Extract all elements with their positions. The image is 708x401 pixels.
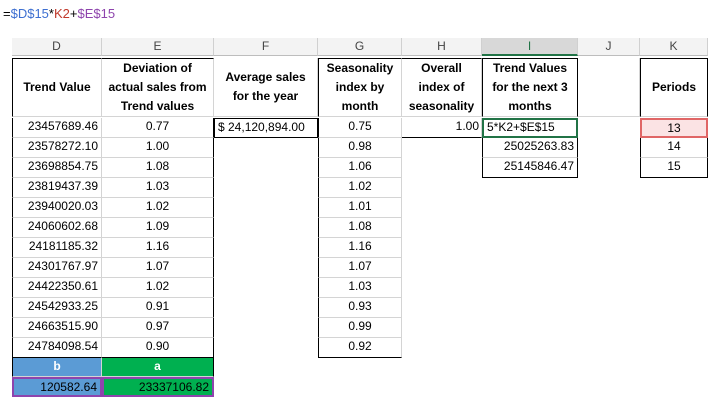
- seasonality-cell[interactable]: 1.03: [318, 278, 402, 298]
- deviation-cell[interactable]: 1.02: [102, 198, 214, 218]
- formula-op-plus: +: [69, 6, 78, 21]
- seasonality-cell[interactable]: 1.01: [318, 198, 402, 218]
- seasonality-cell[interactable]: 1.07: [318, 258, 402, 278]
- deviation-cell[interactable]: 1.16: [102, 238, 214, 258]
- seasonality-cell[interactable]: 0.98: [318, 138, 402, 158]
- formula-ref-d15: $D$15: [10, 6, 49, 21]
- deviation-cell[interactable]: 1.09: [102, 218, 214, 238]
- deviation-cell[interactable]: 1.03: [102, 178, 214, 198]
- header-periods[interactable]: Periods: [640, 58, 708, 117]
- trend-value-cell[interactable]: 23819437.39: [12, 178, 102, 198]
- a-value-cell[interactable]: 23337106.82: [102, 377, 214, 397]
- period-cell[interactable]: 14: [640, 138, 708, 158]
- period-cell-selected[interactable]: 13: [640, 118, 708, 138]
- trend-value-cell[interactable]: 24422350.61: [12, 278, 102, 298]
- deviation-cell[interactable]: 1.08: [102, 158, 214, 178]
- formula-bar[interactable]: =$D$15*K2+$E$15: [0, 0, 708, 28]
- cell-j-header[interactable]: [578, 58, 640, 117]
- deviation-cell[interactable]: 1.07: [102, 258, 214, 278]
- formula-ref-k2: K2: [53, 6, 70, 21]
- average-sales-cell[interactable]: $ 24,120,894.00: [214, 118, 318, 138]
- trend-value-cell[interactable]: 23457689.46: [12, 118, 102, 138]
- seasonality-cell[interactable]: 0.75: [318, 118, 402, 138]
- col-header-k[interactable]: K: [640, 38, 708, 56]
- seasonality-cell[interactable]: 1.08: [318, 218, 402, 238]
- formula-ref-e15: $E$15: [77, 6, 116, 21]
- deviation-cell[interactable]: 0.90: [102, 338, 214, 358]
- formula-equals: =: [3, 6, 11, 21]
- trend-value-cell[interactable]: 24542933.25: [12, 298, 102, 318]
- trend-value-cell[interactable]: 23578272.10: [12, 138, 102, 158]
- trend-value-cell[interactable]: 24301767.97: [12, 258, 102, 278]
- deviation-cell[interactable]: 1.00: [102, 138, 214, 158]
- formula-op-mult: *: [48, 6, 54, 21]
- overall-index-cell[interactable]: 1.00: [402, 118, 482, 138]
- trend-value-cell[interactable]: 24663515.90: [12, 318, 102, 338]
- trend-next-cell[interactable]: 25145846.47: [482, 158, 578, 178]
- header-trend-next[interactable]: Trend Values for the next 3 months: [482, 58, 578, 117]
- trend-value-cell[interactable]: 23940020.03: [12, 198, 102, 218]
- deviation-cell[interactable]: 0.77: [102, 118, 214, 138]
- seasonality-cell[interactable]: 1.06: [318, 158, 402, 178]
- seasonality-cell[interactable]: 0.92: [318, 338, 402, 358]
- header-average-sales[interactable]: Average sales for the year: [214, 58, 318, 117]
- formula-text[interactable]: =$D$15*K2+$E$15: [3, 6, 115, 21]
- header-seasonality[interactable]: Seasonality index by month: [318, 58, 402, 117]
- period-cell[interactable]: 15: [640, 158, 708, 178]
- deviation-cell[interactable]: 0.91: [102, 298, 214, 318]
- seasonality-cell[interactable]: 1.16: [318, 238, 402, 258]
- header-trend-value[interactable]: Trend Value: [12, 58, 102, 117]
- b-value-cell[interactable]: 120582.64: [12, 377, 102, 397]
- trend-value-cell[interactable]: 24181185.32: [12, 238, 102, 258]
- deviation-cell[interactable]: 1.02: [102, 278, 214, 298]
- header-deviation[interactable]: Deviation of actual sales from Trend val…: [102, 58, 214, 117]
- header-overall-index[interactable]: Overall index of seasonality: [402, 58, 482, 117]
- col-header-j[interactable]: J: [578, 38, 640, 56]
- seasonality-cell[interactable]: 0.93: [318, 298, 402, 318]
- deviation-cell[interactable]: 0.97: [102, 318, 214, 338]
- trend-next-edit-cell[interactable]: 5*K2+$E$15: [482, 118, 578, 138]
- col-header-i[interactable]: I: [482, 38, 578, 56]
- trend-next-cell[interactable]: 25025263.83: [482, 138, 578, 158]
- col-header-f[interactable]: F: [214, 38, 318, 56]
- col-header-d[interactable]: D: [12, 38, 102, 56]
- seasonality-cell[interactable]: 0.99: [318, 318, 402, 338]
- trend-value-cell[interactable]: 24784098.54: [12, 338, 102, 358]
- a-label-cell[interactable]: a: [102, 358, 214, 377]
- b-label-cell[interactable]: b: [12, 358, 102, 377]
- col-header-g[interactable]: G: [318, 38, 402, 56]
- trend-value-cell[interactable]: 23698854.75: [12, 158, 102, 178]
- seasonality-cell[interactable]: 1.02: [318, 178, 402, 198]
- col-header-h[interactable]: H: [402, 38, 482, 56]
- trend-value-cell[interactable]: 24060602.68: [12, 218, 102, 238]
- col-header-e[interactable]: E: [102, 38, 214, 56]
